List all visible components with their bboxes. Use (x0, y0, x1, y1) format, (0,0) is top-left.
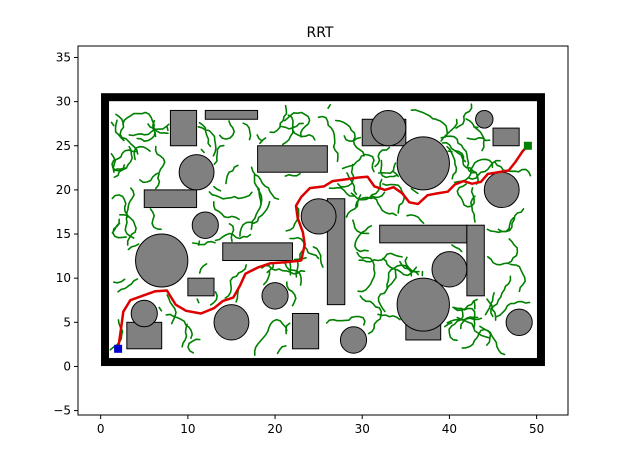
rect-obstacle (204, 109, 259, 120)
rect-obstacle (187, 277, 215, 297)
x-tick-label: 40 (442, 422, 457, 436)
rrt-path (116, 144, 529, 349)
rect-obstacle (257, 145, 328, 173)
y-tick-label: 20 (56, 183, 71, 197)
circle-obstacle (191, 211, 219, 239)
circle-obstacle (431, 251, 468, 288)
rect-obstacle (379, 224, 468, 244)
tree-branches (109, 103, 532, 356)
rect-obstacle (222, 242, 293, 262)
x-tick-label: 30 (355, 422, 370, 436)
rect-obstacle (492, 127, 520, 147)
x-axis: 0 10 20 30 40 50 (97, 415, 544, 436)
y-tick-label: −5 (53, 404, 71, 418)
goal-marker (523, 141, 532, 150)
circle-obstacle (505, 308, 533, 337)
workspace-boundary (101, 93, 545, 367)
circle-obstacle (475, 109, 494, 129)
circle-obstacle (261, 282, 289, 310)
y-tick-label: 5 (63, 315, 71, 329)
circle-obstacle (213, 304, 250, 341)
start-marker (114, 344, 123, 353)
y-axis: −5 0 5 10 15 20 25 30 35 (53, 50, 78, 418)
circle-obstacle (483, 171, 520, 209)
rrt-tree (109, 103, 532, 356)
plot-area (101, 93, 545, 367)
y-tick-label: 25 (56, 139, 71, 153)
rect-obstacle (291, 312, 320, 350)
y-tick-label: 0 (63, 359, 71, 373)
y-tick-label: 35 (56, 50, 71, 64)
y-tick-label: 30 (56, 95, 71, 109)
circle-obstacle (300, 198, 337, 235)
circle-obstacle (130, 299, 158, 328)
x-tick-label: 20 (267, 422, 282, 436)
rect-obstacle (466, 224, 485, 297)
circle-obstacle (396, 277, 450, 332)
rect-obstacle (143, 189, 198, 209)
circle-obstacle (339, 326, 368, 354)
circle-obstacle (178, 154, 215, 191)
circle-obstacle (396, 136, 450, 191)
y-tick-label: 15 (56, 227, 71, 241)
chart-title: RRT (307, 25, 334, 41)
y-tick-label: 10 (56, 271, 71, 285)
circle-obstacle (370, 109, 407, 147)
rect-obstacle (169, 109, 198, 147)
circle-obstacle (135, 233, 189, 288)
x-tick-label: 0 (97, 422, 105, 436)
x-tick-label: 50 (529, 422, 544, 436)
axes-frame (77, 45, 569, 416)
x-tick-label: 10 (180, 422, 195, 436)
